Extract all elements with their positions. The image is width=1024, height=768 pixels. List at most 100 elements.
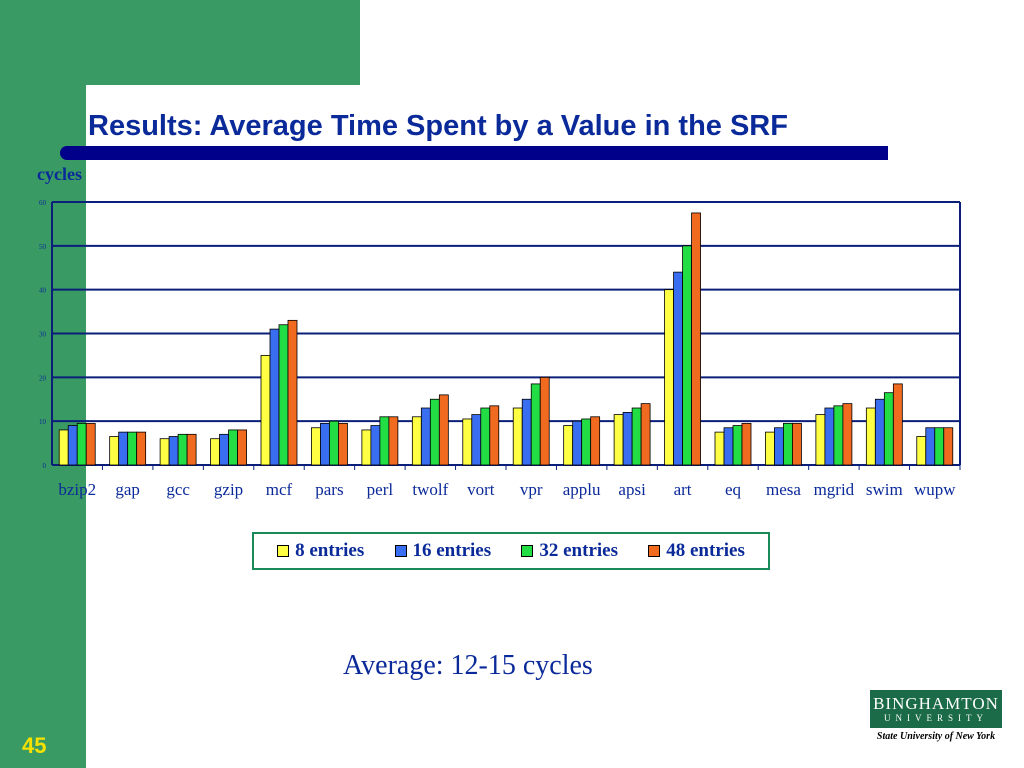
x-tick-label: vort — [467, 480, 495, 499]
bar — [438, 394, 449, 466]
bar — [159, 438, 170, 466]
slide-number: 45 — [22, 733, 47, 758]
bar — [237, 429, 247, 466]
bar — [732, 425, 743, 466]
bar — [168, 436, 179, 466]
bar — [228, 429, 238, 466]
legend-label: 48 entries — [666, 540, 745, 561]
bar — [177, 433, 188, 466]
legend-swatch — [521, 545, 534, 557]
legend-label: 8 entries — [295, 540, 365, 561]
bar — [429, 398, 440, 466]
bar — [521, 398, 532, 466]
bar — [210, 438, 220, 466]
bar — [673, 271, 683, 466]
bar — [338, 422, 348, 466]
bar — [865, 407, 876, 466]
bar — [622, 411, 633, 466]
bar — [613, 414, 624, 466]
bar — [186, 433, 197, 466]
bar — [916, 436, 927, 466]
bar — [714, 431, 725, 466]
bar — [631, 407, 642, 466]
logo-subtitle: State University of New York — [876, 731, 996, 742]
y-tick-label: 10 — [39, 418, 47, 426]
legend-item-8-entries: 8 entries — [277, 540, 364, 562]
bar — [58, 429, 69, 466]
y-axis-label: cycles — [37, 164, 82, 184]
bar — [136, 431, 147, 466]
x-tick-label: wupw — [914, 480, 956, 499]
green-left-band — [0, 0, 86, 768]
bar — [480, 407, 491, 466]
legend-item-32-entries: 32 entries — [521, 540, 618, 562]
bar — [489, 405, 500, 466]
bar — [530, 383, 541, 466]
bar — [370, 425, 381, 466]
bar — [219, 433, 229, 466]
bar — [815, 414, 826, 466]
bar — [260, 355, 271, 466]
bar — [67, 425, 78, 466]
bar — [723, 427, 734, 466]
legend-item-48-entries: 48 entries — [648, 540, 745, 562]
bar-chart: 0 10 20 30 40 50 60 bzip2 gap gcc gzip mcf pars perl t… — [39, 199, 961, 499]
bar — [388, 416, 399, 466]
x-tick-label: vpr — [520, 480, 543, 499]
bar — [842, 403, 853, 466]
x-tick-label: twolf — [412, 480, 448, 499]
bar — [278, 324, 289, 466]
x-tick-label: swim — [866, 480, 903, 499]
bar — [411, 416, 422, 466]
bar — [682, 245, 692, 466]
y-tick-label: 60 — [39, 199, 47, 207]
legend-swatch — [277, 545, 290, 557]
bar — [572, 420, 583, 466]
x-tick-label: gcc — [166, 480, 190, 499]
bar — [471, 414, 482, 466]
x-tick-label: applu — [563, 480, 601, 499]
x-tick-label: mcf — [266, 480, 293, 499]
bar — [934, 427, 945, 466]
x-tick-label: eq — [725, 480, 742, 499]
average-note: Average: 12-15 cycles — [343, 650, 593, 681]
bar — [127, 431, 138, 466]
bar — [85, 422, 96, 466]
bar — [664, 289, 674, 466]
bar — [420, 407, 431, 466]
bar — [311, 427, 321, 466]
logo-box: BINGHAMTON UNIVERSITY — [870, 690, 1002, 728]
bar — [590, 416, 601, 466]
bar — [833, 405, 844, 466]
bar — [462, 418, 473, 466]
bar — [320, 422, 330, 466]
x-tick-label: gap — [115, 480, 140, 499]
x-tick-label: apsi — [618, 480, 646, 499]
bar — [109, 436, 120, 466]
x-tick-label: pars — [315, 480, 343, 499]
bar — [287, 319, 298, 466]
bar — [76, 422, 87, 466]
bar — [741, 422, 752, 466]
x-tick-label: bzip2 — [58, 480, 96, 499]
y-tick-label: 40 — [39, 287, 47, 295]
legend-swatch — [648, 545, 661, 557]
bar — [943, 427, 954, 466]
bar — [329, 420, 339, 466]
legend-item-16-entries: 16 entries — [394, 540, 492, 562]
y-tick-label: 0 — [43, 462, 47, 470]
bar — [783, 422, 793, 466]
legend-label: 16 entries — [412, 540, 492, 561]
chart-legend: 8 entries 16 entries 32 entries 48 entri… — [252, 532, 770, 570]
x-tick-label: mgrid — [814, 480, 855, 499]
y-tick-label: 30 — [39, 331, 47, 339]
legend-label: 32 entries — [539, 540, 618, 561]
x-tick-label: art — [674, 480, 692, 499]
bar — [691, 212, 701, 466]
x-tick-label: perl — [367, 480, 394, 499]
bar — [379, 416, 390, 466]
slide-title: Results: Average Time Spent by a Value i… — [88, 110, 788, 142]
bar — [883, 392, 894, 466]
bar — [892, 383, 903, 466]
bar — [512, 407, 523, 466]
